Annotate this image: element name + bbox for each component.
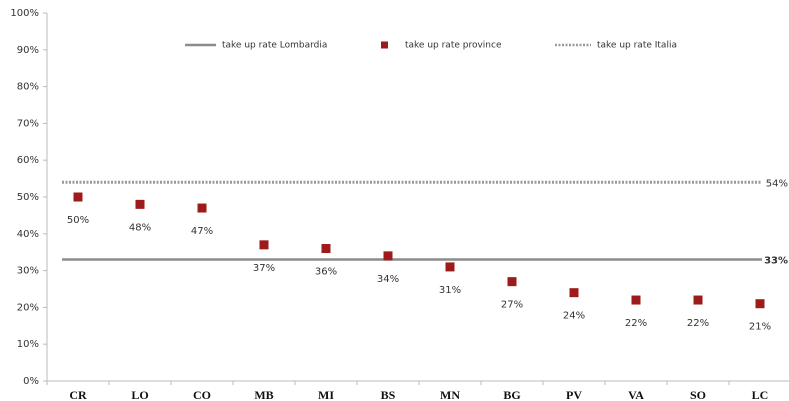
point [197,203,207,213]
value-label: 34% [377,274,399,285]
point [135,199,145,209]
y-tick-label: 80% [17,82,39,93]
point [631,295,641,305]
y-tick-label: 60% [17,155,39,166]
value-label: 21% [749,322,771,333]
point [321,244,331,254]
value-label: 22% [687,318,709,329]
point [755,299,765,309]
value-label: 36% [315,267,337,278]
y-tick-label: 40% [17,229,39,240]
y-tick-label: 20% [17,302,39,313]
value-label: 22% [625,318,647,329]
y-tick-label: 100% [10,8,39,19]
x-tick-label: CO [193,388,211,401]
legend-swatch [381,41,388,49]
y-tick-label: 70% [17,118,39,129]
point [73,192,83,202]
x-tick-label: SO [690,388,706,401]
value-label: 37% [253,263,275,274]
value-label: 31% [439,285,461,296]
x-tick-label: MB [254,388,273,401]
reference-label: 54% [766,178,788,189]
legend-label: take up rate Italia [597,41,677,51]
y-tick-label: 30% [17,266,39,277]
value-label: 24% [563,311,585,322]
x-tick-label: MI [318,388,334,401]
point [507,277,517,287]
value-label: 48% [129,222,151,233]
legend-label: take up rate Lombardia [222,41,327,51]
x-tick-label: MN [440,388,460,401]
value-label: 27% [501,300,523,311]
x-tick-label: PV [566,388,582,401]
reference-label: 33% [764,256,788,267]
y-tick-label: 90% [17,45,39,56]
y-tick-label: 50% [17,192,39,203]
x-tick-label: BS [381,388,396,401]
point [693,295,703,305]
x-tick-label: CR [69,388,87,401]
legend-label: take up rate province [405,41,502,51]
y-tick-label: 10% [17,339,39,350]
value-label: 50% [67,215,89,226]
x-tick-label: LC [752,388,769,401]
x-tick-label: BG [503,388,520,401]
point [569,288,579,298]
point [259,240,269,250]
x-tick-label: LO [131,388,148,401]
value-label: 47% [191,226,213,237]
x-tick-label: VA [628,388,644,401]
y-tick-label: 0% [23,376,39,387]
point [383,251,393,261]
point [445,262,455,272]
